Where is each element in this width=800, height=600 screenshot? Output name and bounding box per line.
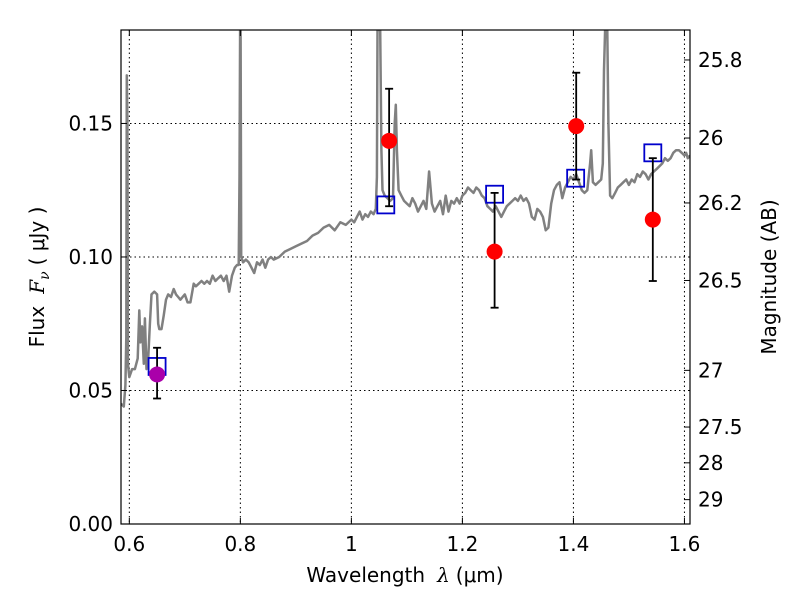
- model-spectrum-line: [121, 30, 690, 408]
- y2-tick-label: 27: [698, 358, 723, 382]
- observed-point: [381, 132, 398, 149]
- y-tick-label: 0.00: [68, 512, 113, 536]
- data-layer: [121, 30, 690, 408]
- plot-area: [121, 30, 690, 408]
- y2-tick-label: 26.2: [698, 191, 743, 215]
- y-tick-label: 0.10: [68, 245, 113, 269]
- y2-tick-label: 26: [698, 126, 723, 150]
- x-tick-label: 1.6: [669, 532, 701, 556]
- y2-tick-label: 29: [698, 488, 723, 512]
- observed-point: [486, 243, 503, 260]
- x-tick-label: 0.6: [113, 532, 145, 556]
- y-tick-label: 0.05: [68, 378, 113, 402]
- y2-tick-label: 25.8: [698, 48, 743, 72]
- x-axis-title: Wavelength λ (μm): [306, 563, 503, 587]
- y2-axis-title: Magnitude (AB): [757, 199, 781, 354]
- plot-frame: [120, 29, 691, 525]
- x-tick-label: 1.2: [446, 532, 478, 556]
- y2-tick-label: 27.5: [698, 415, 743, 439]
- x-tick-label: 1.4: [558, 532, 590, 556]
- x-tick-label: 1: [345, 532, 358, 556]
- x-tick-label: 0.8: [224, 532, 256, 556]
- synthetic-square: [376, 195, 396, 215]
- y2-tick-label: 26.5: [698, 268, 743, 292]
- tick-layer: 0.6 0.8 1 1.2 1.4 1.6 0.00 0.05 0.10 0.15 25.8 26 26…: [68, 30, 743, 556]
- y-tick-label: 0.15: [68, 111, 113, 135]
- observed-point: [644, 211, 661, 228]
- observed-point: [149, 366, 166, 383]
- observed-point: [568, 118, 585, 135]
- y2-tick-label: 28: [698, 451, 723, 475]
- y-axis-title: FluxFν( μJy ): [25, 207, 53, 348]
